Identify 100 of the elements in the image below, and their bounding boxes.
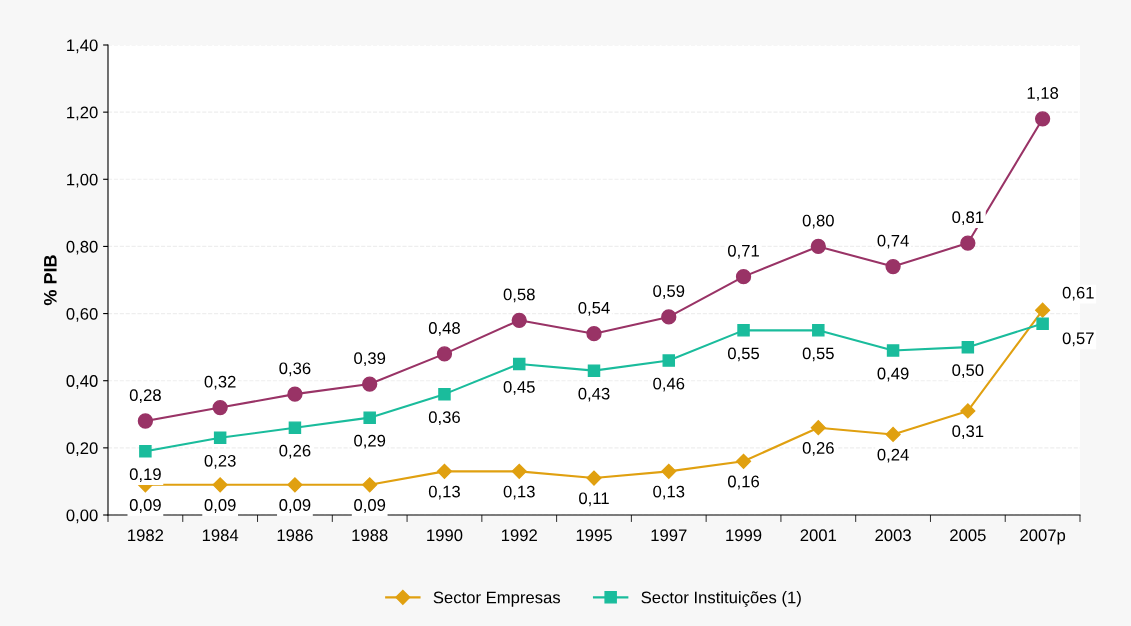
point [137,413,154,429]
data-label: 0,11 [579,492,609,507]
x-tick-label: 2007p [1020,529,1066,545]
point [1036,317,1049,330]
data-label: 0,28 [129,389,161,404]
point [737,324,750,337]
data-label: 0,43 [578,387,610,402]
x-tick-label: 2001 [800,529,837,542]
y-tick-label: 0,20 [66,442,98,457]
point [511,312,527,328]
data-label: 0,13 [503,485,535,500]
point [661,309,677,325]
data-label: 0,09 [354,499,386,513]
data-label: 0,26 [279,444,311,459]
point [735,453,752,469]
point [362,477,378,493]
x-tick-label: 1988 [352,529,388,542]
y-tick-label: 1,40 [67,39,98,54]
data-label: 0,26 [802,442,834,456]
y-tick-label: 0,80 [66,240,98,255]
point [512,357,526,371]
x-tick-label: 1995 [576,529,612,542]
point [287,477,303,493]
data-label: 0,58 [503,288,535,303]
data-label: 0,23 [204,454,236,469]
data-label: 0,74 [877,234,909,249]
data-label: 0,36 [279,362,311,377]
legend-label: Sector Instituições (1) [641,591,801,607]
data-label: 0,61 [1062,286,1094,301]
y-tick-label: 0,40 [66,375,98,389]
x-tick-label: 1990 [427,529,463,542]
x-tick-label: 1982 [128,529,164,542]
point [287,386,303,402]
y-axis-title: % PIB [43,255,57,306]
data-label: 0,09 [279,499,311,513]
point [587,364,601,377]
x-tick-label: 1997 [651,529,687,542]
y-tick-label: 1,00 [67,173,98,188]
point [363,411,376,424]
point [1035,302,1051,318]
x-tick-label: 1999 [726,529,762,542]
data-label: 0,29 [354,434,386,449]
point [960,235,976,251]
data-label: 0,46 [653,377,685,392]
point [961,340,975,354]
data-label: 0,55 [727,347,760,362]
data-label: 1,18 [1027,87,1059,101]
y-tick-label: 0,00 [66,509,98,524]
data-label: 0,19 [129,468,161,483]
data-label: 0,32 [204,375,236,390]
data-label: 0,13 [653,485,685,500]
data-label: 0,24 [877,448,909,463]
data-label: 0,81 [952,211,984,226]
data-label: 0,16 [727,475,760,490]
point [362,376,378,392]
point [960,403,976,419]
data-label: 0,49 [877,367,909,382]
x-tick-label: 2003 [875,529,911,542]
data-label: 0,13 [428,485,460,500]
x-tick-label: 1984 [202,529,239,542]
data-label: 0,48 [428,322,460,336]
point [586,470,602,486]
y-tick-label: 0,60 [66,307,98,322]
data-label: 0,09 [129,499,161,513]
data-label: 0,54 [578,301,610,316]
point [212,477,228,493]
point [735,269,752,285]
data-label: 0,09 [204,499,236,513]
data-label: 0,39 [354,352,386,367]
data-label: 0,31 [952,425,984,440]
data-label: 0,71 [727,244,759,259]
data-label: 0,57 [1062,332,1094,347]
point [288,421,302,434]
point [436,346,453,362]
point [1034,111,1051,127]
data-label: 0,45 [503,381,535,395]
point [662,354,676,367]
point [212,399,228,416]
data-label: 0,80 [802,214,834,229]
point [885,258,901,275]
point [886,344,900,357]
legend-label: Sector Empresas [433,591,561,607]
data-label: 0,59 [653,285,685,299]
x-tick-label: 2005 [950,529,986,542]
point [213,431,227,445]
data-label: 0,55 [802,347,834,362]
point [661,463,677,479]
data-label: 0,50 [952,364,984,379]
point [139,444,152,458]
point [586,326,602,342]
point [885,426,901,442]
x-tick-label: 1992 [501,529,537,542]
point [436,463,453,479]
point [511,463,527,479]
data-label: 0,36 [428,411,460,426]
point [812,324,825,337]
x-tick-label: 1986 [277,529,313,542]
point [438,387,451,401]
point [810,420,826,436]
point [810,238,826,255]
